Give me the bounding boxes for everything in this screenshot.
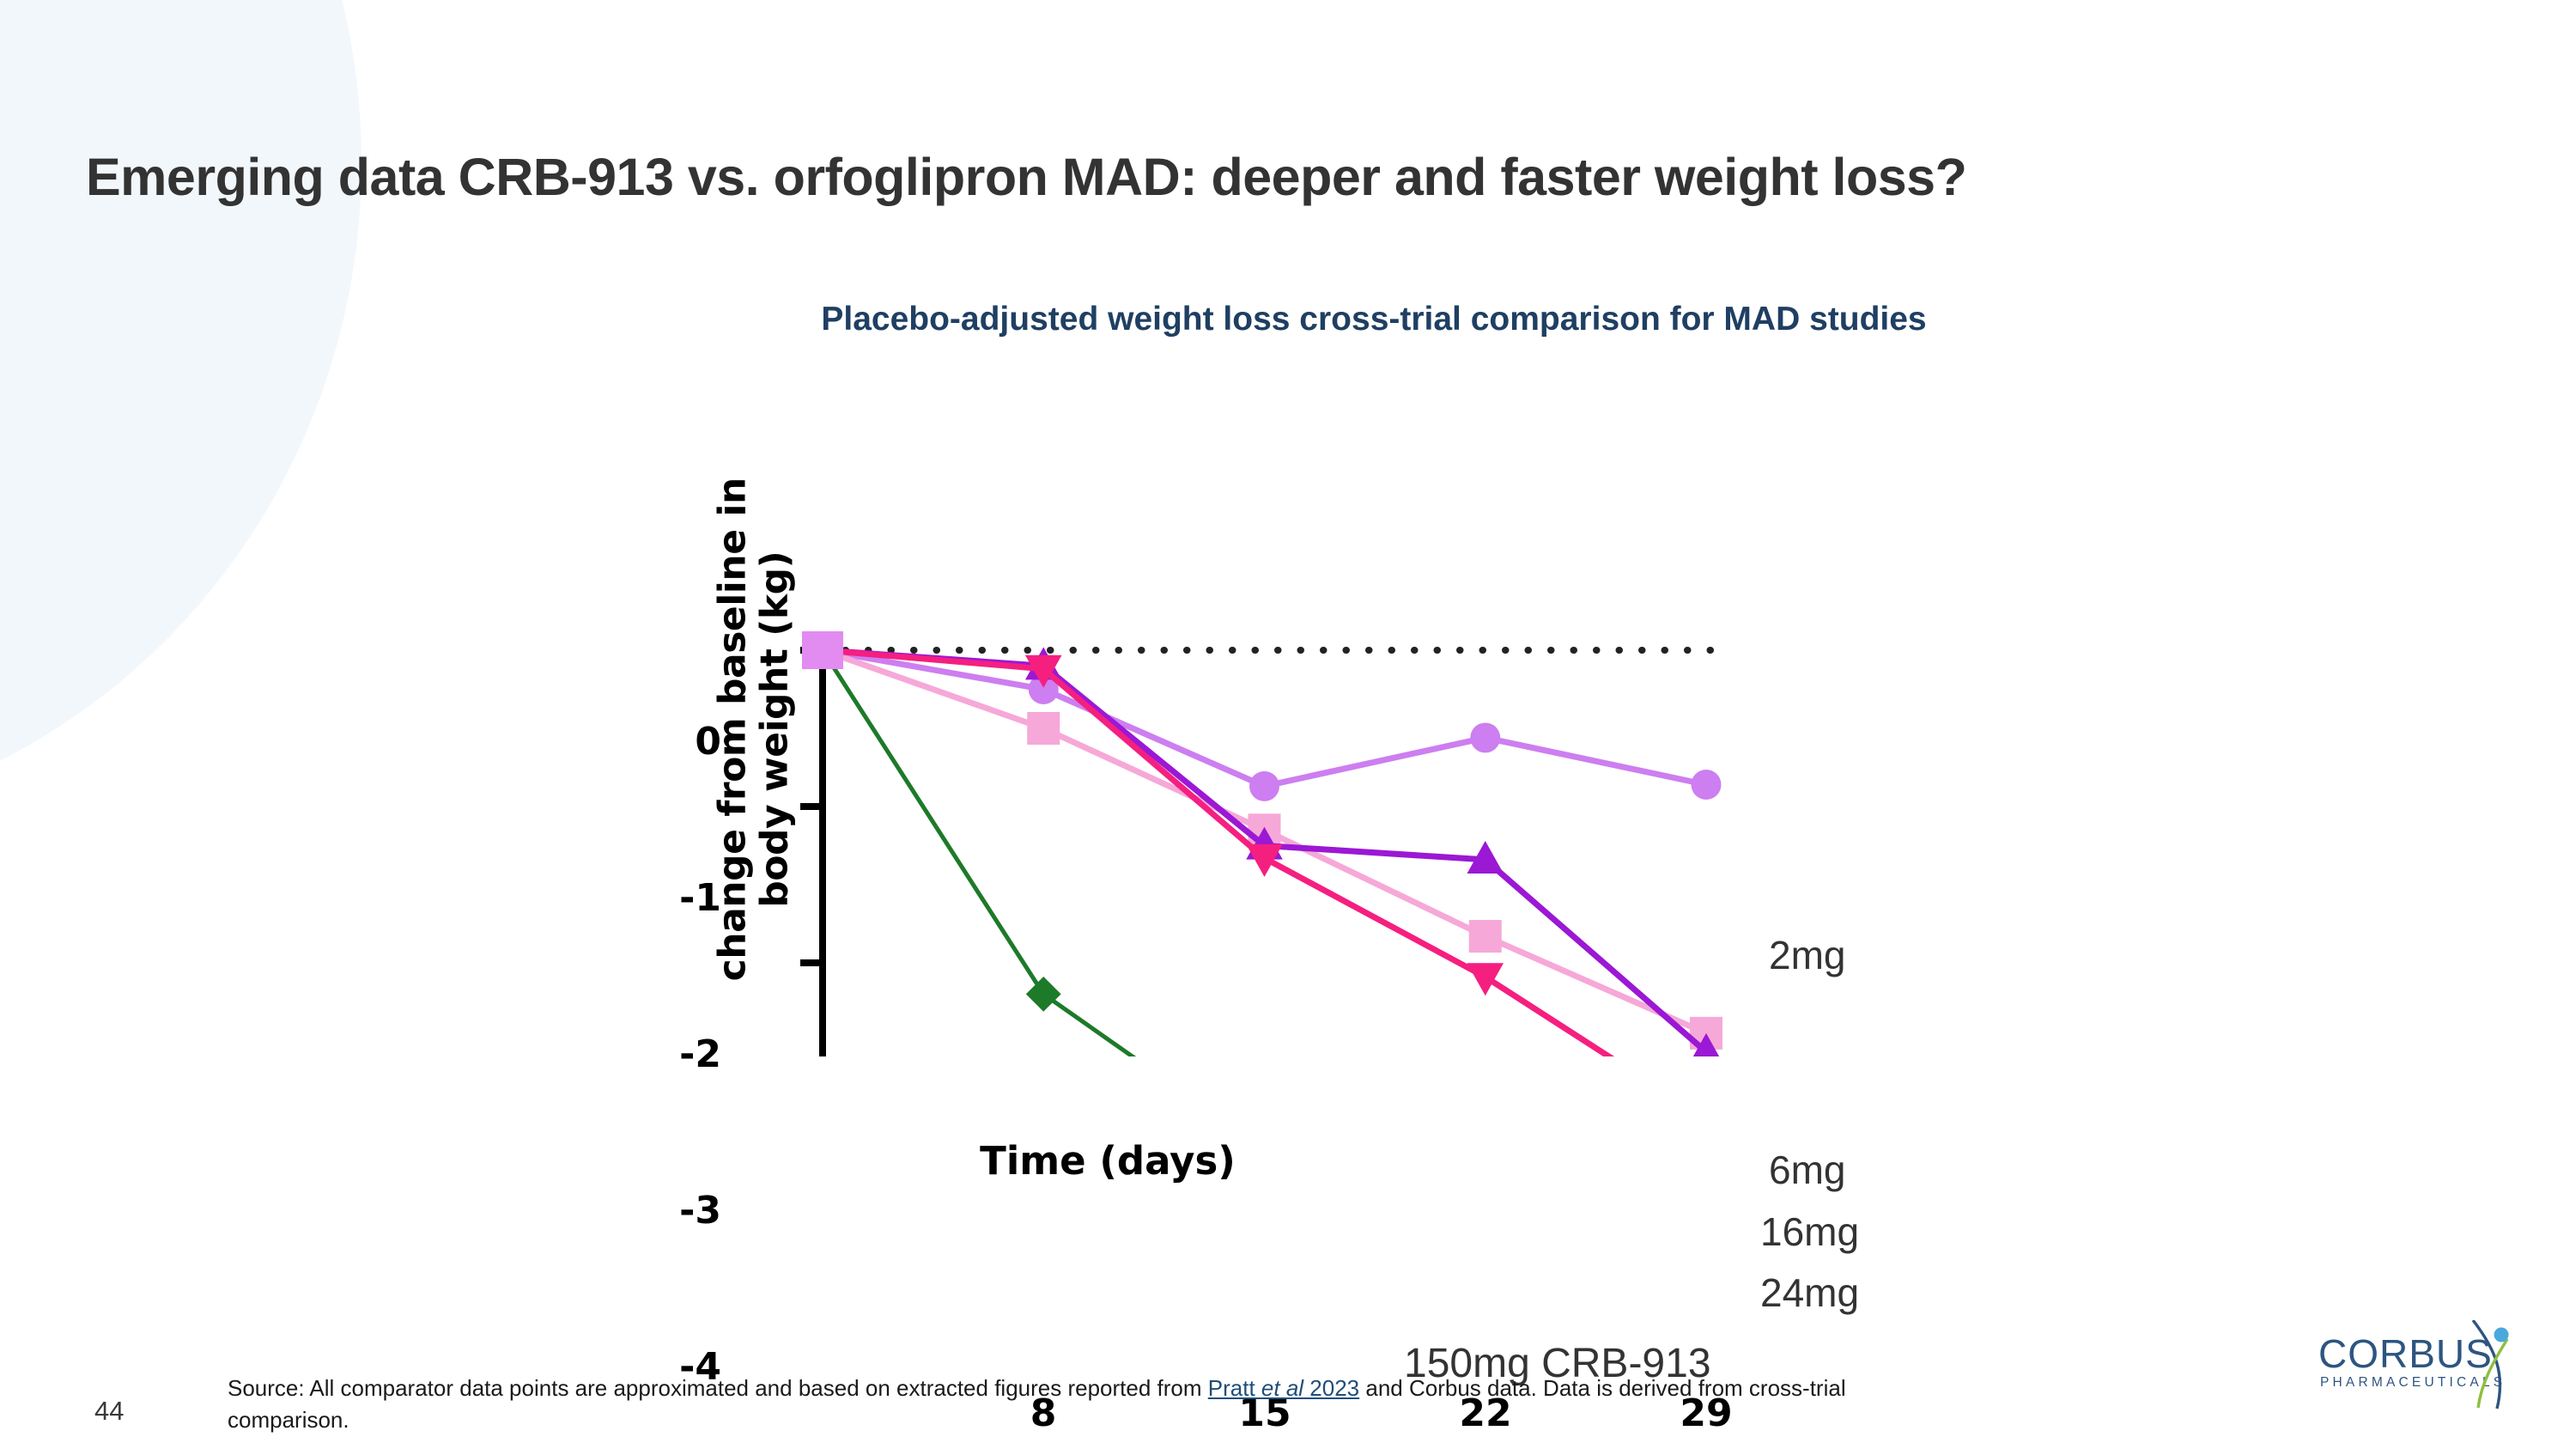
page-title: Emerging data CRB-913 vs. orfoglipron MA… [86, 147, 1967, 206]
source-link-italic: et al [1261, 1375, 1304, 1401]
data-point [1024, 654, 1062, 688]
source-text-prefix: Source: All comparator data points are a… [228, 1375, 1208, 1401]
data-point [1025, 977, 1061, 1012]
x-axis-label: Time (days) [980, 1138, 1236, 1184]
source-text-suffix: and Corbus data. Data is derived from cr… [228, 1375, 1846, 1433]
chart-container: Placebo-adjusted weight loss cross-trial… [481, 283, 2198, 1435]
logo-swoosh-icon [2471, 1320, 2509, 1409]
y-tick-label: -2 [679, 1032, 721, 1076]
data-point [1470, 722, 1501, 753]
source-link-pre: Pratt [1207, 1375, 1261, 1401]
source-link-post: 2023 [1303, 1375, 1360, 1401]
x-tick-label: 29 [1680, 1391, 1733, 1435]
decorative-arc [0, 0, 407, 829]
origin-marker [802, 631, 843, 669]
data-point [1468, 920, 1502, 953]
data-point [1467, 841, 1504, 874]
source-link[interactable]: Pratt et al 2023 [1208, 1375, 1359, 1401]
data-point [1692, 1032, 1720, 1056]
corbus-logo: CORBUS PHARMACEUTICALS [2318, 1320, 2516, 1417]
data-point [1691, 770, 1722, 801]
page-number: 44 [94, 1396, 125, 1426]
y-tick-label: -4 [679, 1345, 721, 1389]
x-tick-label: 22 [1459, 1391, 1512, 1435]
x-tick-label: 8 [1030, 1391, 1057, 1435]
data-point [1467, 963, 1504, 996]
chart-svg [800, 631, 1722, 1056]
series-label-crb913: 150mg CRB-913 [1404, 1341, 1711, 1386]
x-tick-label: 15 [1238, 1391, 1291, 1435]
series-label-24mg: 24mg [1760, 1270, 1860, 1315]
source-note: Source: All comparator data points are a… [228, 1373, 1911, 1436]
y-tick-label: -3 [679, 1189, 721, 1233]
chart-plot-area: change from baseline in body weight (kg)… [481, 404, 2198, 1435]
y-tick-label: -1 [679, 876, 721, 920]
y-tick-label: 0 [695, 720, 721, 764]
series-label-6mg: 6mg [1769, 1148, 1846, 1192]
logo-wordmark: CORBUS [2318, 1331, 2493, 1376]
series-label-2mg: 2mg [1769, 933, 1846, 977]
data-point [1027, 712, 1060, 745]
data-point [1028, 674, 1059, 704]
data-point [1246, 843, 1283, 877]
data-point [1249, 770, 1279, 801]
chart-title: Placebo-adjusted weight loss cross-trial… [821, 301, 1927, 338]
logo-tagline: PHARMACEUTICALS [2320, 1375, 2506, 1390]
series-label-16mg: 16mg [1760, 1209, 1860, 1254]
